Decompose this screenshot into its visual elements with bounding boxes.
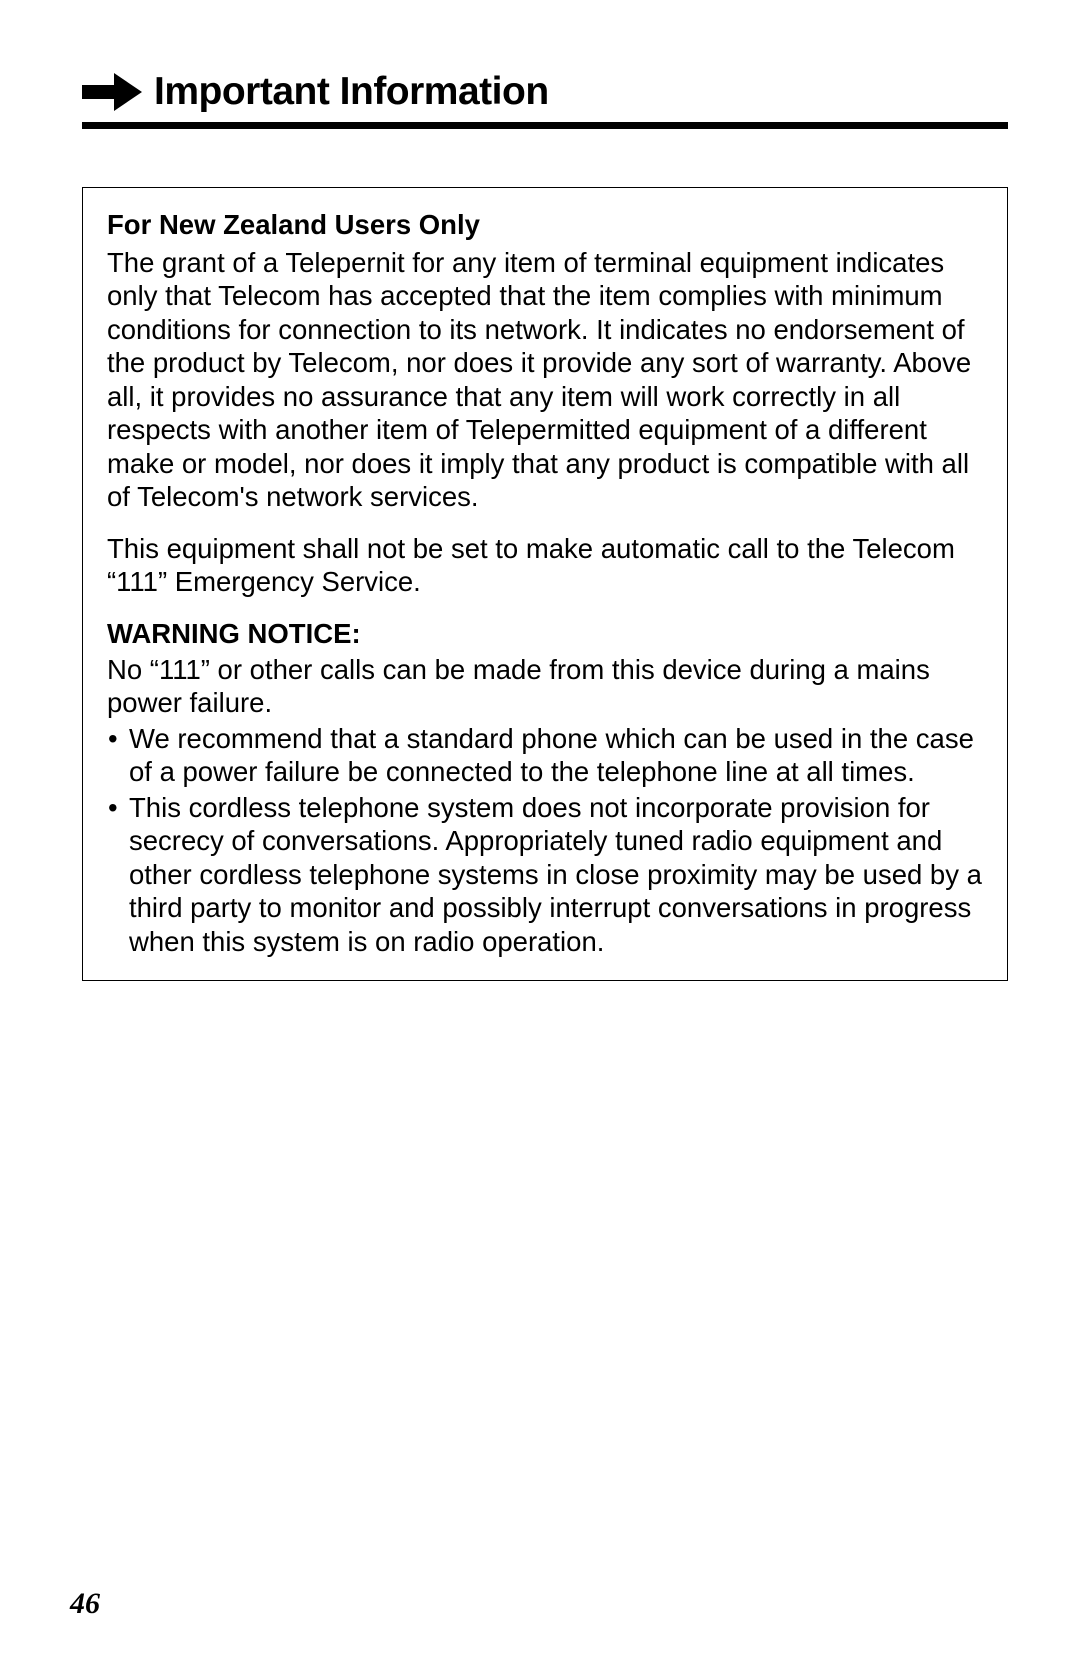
bullet-icon: • xyxy=(107,791,129,825)
list-item: • This cordless telephone system does no… xyxy=(107,791,983,959)
bullet-icon: • xyxy=(107,722,129,756)
paragraph-telepermit: The grant of a Telepernit for any item o… xyxy=(107,246,983,514)
bullet-text: This cordless telephone system does not … xyxy=(129,791,983,959)
bullet-text: We recommend that a standard phone which… xyxy=(129,722,983,789)
page-title: Important Information xyxy=(154,70,549,114)
warning-bullet-list: • We recommend that a standard phone whi… xyxy=(107,722,983,959)
paragraph-emergency: This equipment shall not be set to make … xyxy=(107,532,983,599)
arrow-right-icon xyxy=(82,73,142,111)
page-number: 46 xyxy=(70,1587,100,1621)
section-heading: For New Zealand Users Only xyxy=(107,208,983,242)
content-box: For New Zealand Users Only The grant of … xyxy=(82,187,1008,981)
warning-intro: No “111” or other calls can be made from… xyxy=(107,653,983,720)
header-rule xyxy=(82,122,1008,129)
warning-heading: WARNING NOTICE: xyxy=(107,617,983,651)
page-header: Important Information xyxy=(82,70,1008,114)
list-item: • We recommend that a standard phone whi… xyxy=(107,722,983,789)
